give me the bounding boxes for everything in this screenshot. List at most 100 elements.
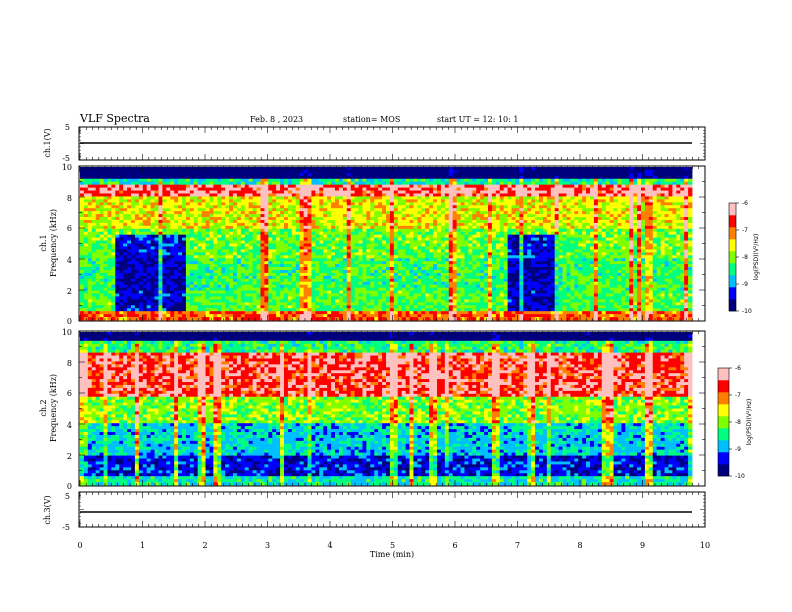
spectrogram-cell [166,314,171,318]
spectrogram-cell [146,299,152,303]
spectrogram-cell [146,196,152,200]
spectrogram-cell [389,187,395,191]
spectrogram-cell [209,196,214,200]
spectrogram-cell [401,296,407,300]
spectrogram-cell [150,258,155,262]
spectrogram-cell [146,169,152,174]
spectrogram-cell [452,199,458,203]
spectrogram-cell [386,211,391,215]
spectrogram-cell [213,252,218,256]
spectrogram-cell [236,231,242,236]
spectrogram-cell [409,272,414,277]
spectrogram-cell [119,167,124,171]
spectrogram-cell [248,261,254,265]
spectrogram-cell [174,302,179,306]
spectrogram-cell [299,231,305,236]
spectrogram-cell [209,187,214,191]
spectrogram-cell [331,252,336,256]
spectrogram-cell [323,311,328,315]
spectrogram-cell [389,167,395,171]
spectrogram-cell [358,205,363,209]
spectrogram-cell [193,269,199,274]
spectrogram-cell [429,184,434,188]
spectrogram-cell [103,208,108,212]
spectrogram-cell [150,231,155,236]
spectrogram-cell [115,234,120,239]
spectrogram-cell [91,249,97,253]
spectrogram-cell [201,175,206,180]
spectrogram-cell [331,214,336,218]
spectrogram-cell [272,299,277,303]
spectrogram-cell [134,211,140,215]
spectrogram-cell [115,178,120,183]
spectrogram-cell [80,211,85,215]
spectrogram-cell [166,208,171,212]
spectrogram-cell [291,234,297,239]
spectrogram-cell [107,249,112,253]
spectrogram-cell [374,261,379,265]
spectrogram-cell [240,175,246,180]
spectrogram-cell [366,264,371,268]
spectrogram-cell [417,205,422,209]
spectrogram-cell [417,305,422,309]
spectrogram-cell [134,278,140,283]
spectrogram-cell [315,296,320,300]
spectrogram-cell [307,293,312,297]
spectrogram-cell [444,199,450,203]
spectrogram-cell [170,190,175,194]
spectrogram-cell [221,305,226,309]
spectrogram-cell [437,308,442,312]
spectrogram-cell [244,275,250,280]
spectrogram-cell [287,193,293,197]
spectrogram-cell [111,249,116,253]
spectrogram-cell [166,258,171,262]
spectrogram-cell [209,181,214,186]
spectrogram-cell [331,208,336,212]
spectrogram-cell [225,167,230,171]
spectrogram-cell [350,281,356,286]
spectrogram-cell [233,296,238,300]
spectrogram-cell [448,269,454,274]
spectrogram-cell [107,311,112,315]
spectrogram-cell [389,243,395,247]
date-label: Feb. 8 , 2023 [250,115,303,124]
spectrogram-cell [386,169,391,174]
spectrogram-cell [123,258,128,262]
spectrogram-cell [131,311,136,315]
spectrogram-cell [131,264,136,268]
spectrogram-cell [197,305,203,309]
spectrogram-cell [123,167,128,171]
spectrogram-cell [417,219,422,224]
spectrogram-cell [299,264,305,268]
spectrogram-cell [99,264,104,268]
spectrogram-cell [185,317,191,321]
spectrogram-cell [370,311,375,315]
spectrogram-cell [158,196,163,200]
spectrogram-cell [252,228,257,233]
spectrogram-cell [217,219,222,224]
spectrogram-cell [174,261,179,265]
spectrogram-cell [327,264,332,268]
spectrogram-cell [252,208,257,212]
spectrogram-cell [299,228,305,233]
spectrogram-cell [417,231,422,236]
spectrogram-cell [374,296,379,300]
spectrogram-cell [378,205,383,209]
spectrogram-cell [107,261,112,265]
spectrogram-cell [331,199,336,203]
spectrogram-cell [319,269,324,274]
spectrogram-cell [87,169,93,174]
spectrogram-cell [127,267,132,271]
spectrogram-cell [429,199,434,203]
spectrogram-cell [213,243,218,247]
spectrogram-cell [221,225,226,230]
spectrogram-cell [142,243,148,247]
spectrogram-cell [256,175,261,180]
spectrogram-cell [83,231,89,236]
spectrogram-cell [174,196,179,200]
spectrogram-cell [87,237,93,241]
spectrogram-cell [178,193,183,197]
spectrogram-cell [370,202,375,206]
spectrogram-cell [307,261,312,265]
spectrogram-cell [307,299,312,303]
